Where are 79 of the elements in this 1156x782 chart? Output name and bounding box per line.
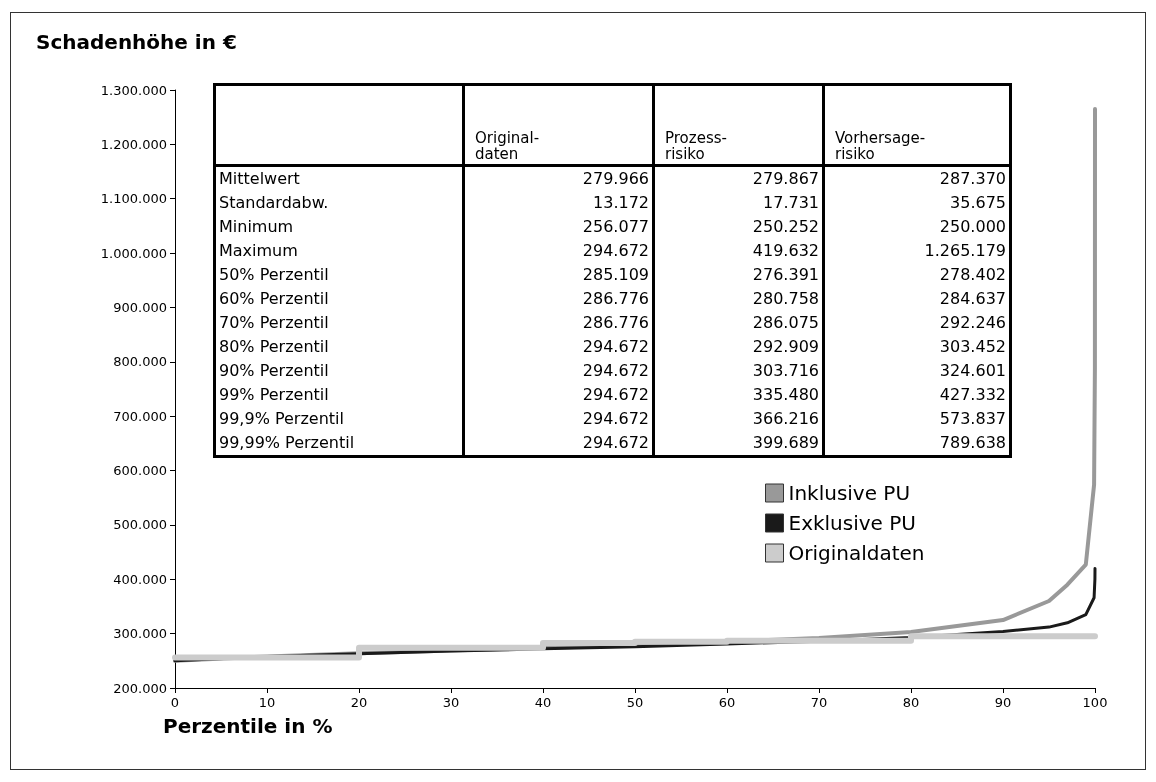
annotation: 80% Perzentil <box>214 335 464 359</box>
annotation: 419.632 <box>653 239 824 263</box>
annotation: 256.077 <box>463 215 654 239</box>
annotation: 99,99% Perzentil <box>214 431 464 457</box>
annotation: 335.480 <box>653 383 824 407</box>
annotation: Prozess- risiko <box>653 84 824 166</box>
annotation: 303.716 <box>653 359 824 383</box>
legend-label: Exklusive PU <box>788 511 916 535</box>
x-tick-label: 0 <box>170 695 180 710</box>
y-tick-label: 200.000 <box>113 680 167 696</box>
annotation: 278.402 <box>823 263 1011 287</box>
annotation: 285.109 <box>463 263 654 287</box>
annotation: 294.672 <box>463 407 654 431</box>
x-tick-label: 40 <box>534 695 552 710</box>
annotation: 250.000 <box>823 215 1011 239</box>
annotation: 366.216 <box>653 407 824 431</box>
x-tick-label: 100 <box>1082 695 1108 710</box>
annotation: 789.638 <box>823 431 1011 457</box>
annotation: 279.867 <box>653 165 824 191</box>
annotation: 279.966 <box>463 165 654 191</box>
annotation: 286.776 <box>463 311 654 335</box>
x-tick-label: 20 <box>350 695 368 710</box>
x-tick-label: 70 <box>810 695 828 710</box>
x-tick-label: 10 <box>258 695 276 710</box>
annotation: 292.246 <box>823 311 1011 335</box>
annotation: Minimum <box>214 215 464 239</box>
annotation: 250.252 <box>653 215 824 239</box>
annotation: 294.672 <box>463 335 654 359</box>
annotation: 286.776 <box>463 287 654 311</box>
annotation: 280.758 <box>653 287 824 311</box>
annotation: Standardabw. <box>214 191 464 215</box>
annotation: 286.075 <box>653 311 824 335</box>
annotation: 70% Perzentil <box>214 311 464 335</box>
y-tick-label: 1.000.000 <box>100 245 167 261</box>
annotation: 17.731 <box>653 191 824 215</box>
annotation: 303.452 <box>823 335 1011 359</box>
annotation: 50% Perzentil <box>214 263 464 287</box>
y-axis-title: Schadenhöhe in € <box>36 30 237 54</box>
y-tick-label: 1.100.000 <box>100 191 167 207</box>
y-tick-label: 400.000 <box>113 571 167 587</box>
legend-label: Originaldaten <box>788 541 925 565</box>
x-tick-label: 80 <box>902 695 920 710</box>
annotation: 284.637 <box>823 287 1011 311</box>
y-tick-label: 1.200.000 <box>100 136 167 152</box>
annotation: 294.672 <box>463 431 654 457</box>
x-tick-label: 60 <box>718 695 736 710</box>
annotation: 294.672 <box>463 383 654 407</box>
annotation: 427.332 <box>823 383 1011 407</box>
y-tick-label: 500.000 <box>113 517 167 533</box>
annotation: 292.909 <box>653 335 824 359</box>
annotation: Maximum <box>214 239 464 263</box>
annotation: 35.675 <box>823 191 1011 215</box>
x-tick-label: 50 <box>626 695 644 710</box>
y-tick-label: 700.000 <box>113 408 167 424</box>
y-tick-label: 800.000 <box>113 354 167 370</box>
x-axis-title: Perzentile in % <box>163 714 333 738</box>
annotation: Vorhersage- risiko <box>823 84 1011 166</box>
annotation: 99,9% Perzentil <box>214 407 464 431</box>
annotation: 294.672 <box>463 359 654 383</box>
annotation: 287.370 <box>823 165 1011 191</box>
x-tick-label: 30 <box>442 695 460 710</box>
annotation: 573.837 <box>823 407 1011 431</box>
y-tick-label: 1.300.000 <box>100 82 167 98</box>
annotation: Mittelwert <box>214 165 464 191</box>
annotation: 60% Perzentil <box>214 287 464 311</box>
annotation: 324.601 <box>823 359 1011 383</box>
annotation: 1.265.179 <box>823 239 1011 263</box>
annotation: 399.689 <box>653 431 824 457</box>
legend-label: Inklusive PU <box>788 481 911 505</box>
annotation: 99% Perzentil <box>214 383 464 407</box>
y-tick-label: 300.000 <box>113 626 167 642</box>
y-tick-label: 900.000 <box>113 299 167 315</box>
x-tick-label: 90 <box>994 695 1012 710</box>
annotation: 276.391 <box>653 263 824 287</box>
annotation: 90% Perzentil <box>214 359 464 383</box>
annotation: 294.672 <box>463 239 654 263</box>
y-tick-label: 600.000 <box>113 463 167 479</box>
annotation: Original- daten <box>463 84 654 166</box>
annotation: 13.172 <box>463 191 654 215</box>
